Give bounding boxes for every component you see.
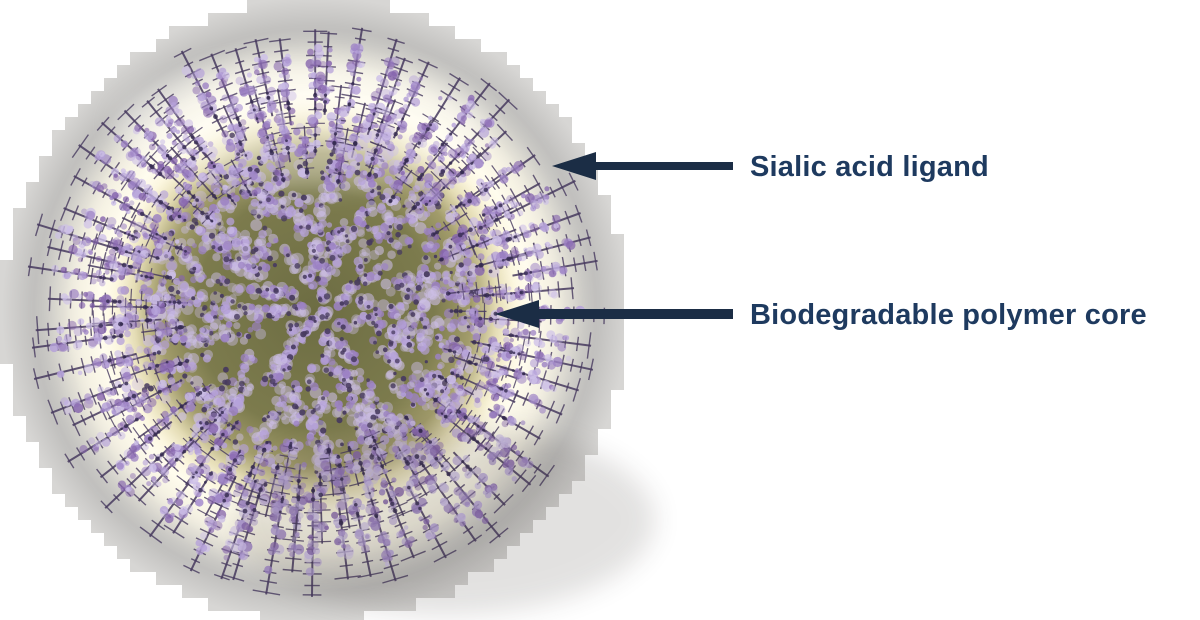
label-biodegradable-polymer-core: Biodegradable polymer core xyxy=(750,299,1147,331)
arrow-sialic-acid-ligand xyxy=(552,152,733,180)
arrow-polymer-core xyxy=(495,300,733,328)
label-sialic-acid-ligand: Sialic acid ligand xyxy=(750,151,989,183)
bottom-shade xyxy=(235,425,655,615)
